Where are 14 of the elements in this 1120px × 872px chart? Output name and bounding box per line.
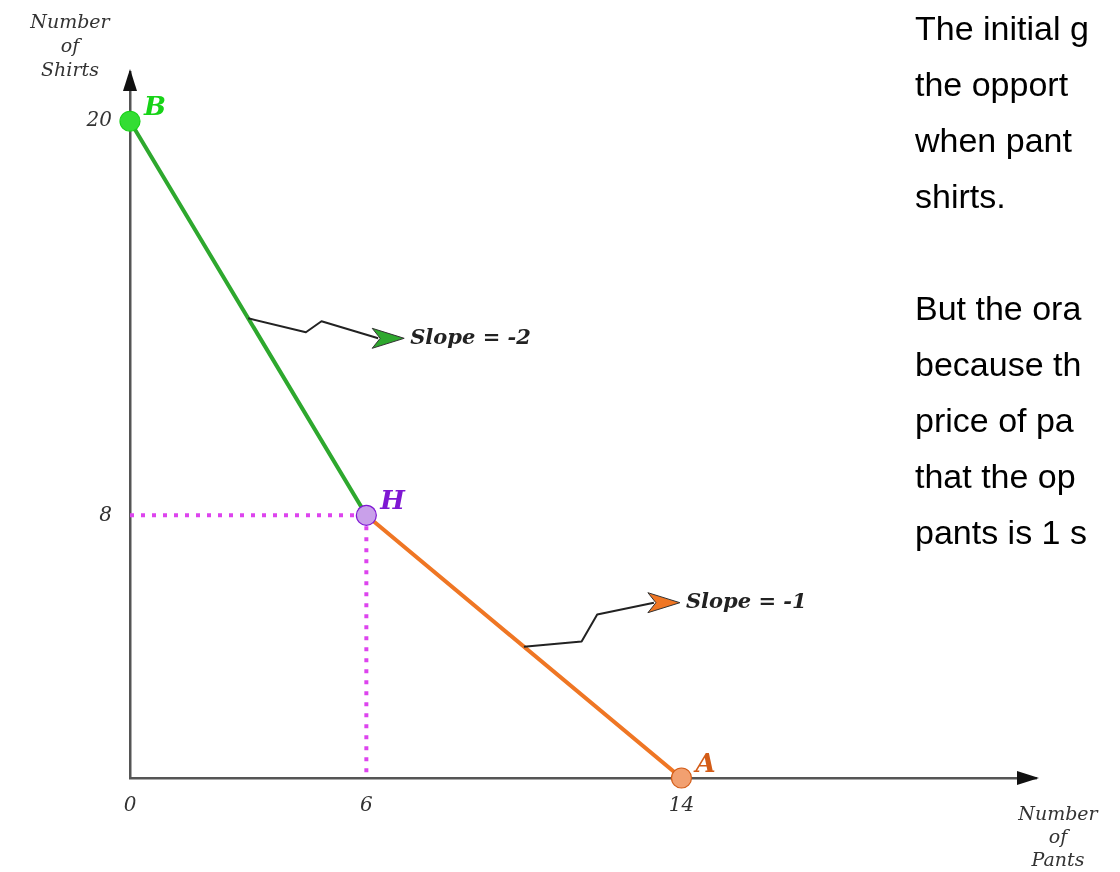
x-tick-label: 14 <box>668 792 695 817</box>
annotation: H <box>379 485 407 516</box>
y-axis-title: Number of Shirts <box>29 10 112 80</box>
x-tick-label: 6 <box>359 792 373 817</box>
x-axis-title: Number of Pants <box>1017 802 1100 870</box>
y-tick-label: 20 <box>85 107 113 132</box>
annotation: Slope = -2 <box>410 323 531 349</box>
annotation: A <box>692 748 716 778</box>
annotation: B <box>143 91 166 122</box>
x-tick-label: 0 <box>123 792 137 817</box>
y-tick-label: 8 <box>99 501 112 526</box>
annotation: The initial g the opport when pant shirts. <box>915 8 1089 217</box>
annotation: But the ora because th price of pa that the op pants is 1 s <box>915 288 1088 553</box>
annotation: Slope = -1 <box>685 588 807 614</box>
